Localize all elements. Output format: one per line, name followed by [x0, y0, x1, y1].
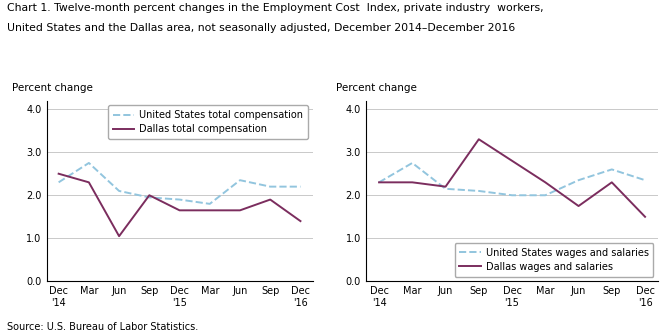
Dallas total compensation [85, 180, 93, 184]
Dallas total compensation [297, 219, 305, 223]
United States total compensation [55, 180, 63, 184]
Dallas wages and salaries [608, 180, 616, 184]
Legend: United States total compensation, Dallas total compensation: United States total compensation, Dallas… [108, 106, 308, 139]
United States wages and salaries [408, 161, 416, 165]
United States total compensation [176, 198, 184, 202]
Text: United States and the Dallas area, not seasonally adjusted, December 2014–Decemb: United States and the Dallas area, not s… [7, 23, 515, 34]
Dallas wages and salaries [475, 137, 483, 141]
United States wages and salaries [475, 189, 483, 193]
Line: United States total compensation: United States total compensation [59, 163, 301, 204]
Dallas total compensation [266, 198, 274, 202]
United States wages and salaries [442, 187, 450, 191]
Dallas total compensation [55, 172, 63, 176]
United States wages and salaries [641, 178, 649, 182]
Dallas wages and salaries [408, 180, 416, 184]
Dallas wages and salaries [641, 215, 649, 219]
Dallas total compensation [115, 234, 123, 238]
United States wages and salaries [541, 193, 549, 197]
Line: Dallas wages and salaries: Dallas wages and salaries [379, 139, 645, 217]
United States total compensation [146, 195, 154, 199]
Text: Percent change: Percent change [336, 83, 418, 93]
Text: Source: U.S. Bureau of Labor Statistics.: Source: U.S. Bureau of Labor Statistics. [7, 322, 198, 332]
Dallas total compensation [205, 208, 213, 212]
United States total compensation [266, 185, 274, 189]
Dallas wages and salaries [575, 204, 583, 208]
United States total compensation [297, 185, 305, 189]
Line: Dallas total compensation: Dallas total compensation [59, 174, 301, 236]
Dallas wages and salaries [508, 159, 516, 163]
Dallas wages and salaries [375, 180, 383, 184]
United States total compensation [115, 189, 123, 193]
Text: Chart 1. Twelve-month percent changes in the Employment Cost  Index, private ind: Chart 1. Twelve-month percent changes in… [7, 3, 543, 13]
United States wages and salaries [375, 180, 383, 184]
United States wages and salaries [608, 168, 616, 172]
Dallas total compensation [236, 208, 244, 212]
United States total compensation [85, 161, 93, 165]
United States total compensation [236, 178, 244, 182]
Line: United States wages and salaries: United States wages and salaries [379, 163, 645, 195]
United States wages and salaries [575, 178, 583, 182]
Dallas wages and salaries [541, 180, 549, 184]
Dallas total compensation [176, 208, 184, 212]
Text: Percent change: Percent change [12, 83, 93, 93]
United States wages and salaries [508, 193, 516, 197]
Dallas wages and salaries [442, 185, 450, 189]
Legend: United States wages and salaries, Dallas wages and salaries: United States wages and salaries, Dallas… [454, 243, 654, 276]
United States total compensation [205, 202, 213, 206]
Dallas total compensation [146, 193, 154, 197]
